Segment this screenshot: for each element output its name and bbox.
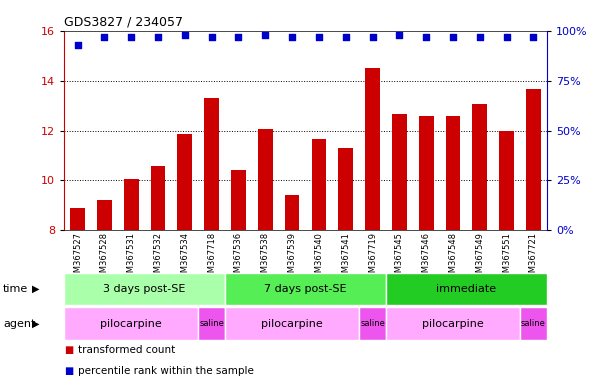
Text: ▶: ▶: [32, 284, 39, 294]
Point: [260, 31, 270, 38]
Point: [448, 34, 458, 40]
Point: [502, 34, 511, 40]
Text: 3 days post-SE: 3 days post-SE: [103, 284, 186, 294]
Point: [475, 34, 485, 40]
Bar: [392, 114, 407, 230]
Bar: [124, 179, 139, 230]
Bar: [177, 134, 192, 230]
Text: ■: ■: [64, 366, 73, 376]
Bar: [231, 170, 246, 230]
Text: saline: saline: [360, 319, 385, 328]
Text: ■: ■: [64, 345, 73, 355]
Bar: [70, 208, 85, 230]
Point: [422, 34, 431, 40]
Point: [100, 34, 109, 40]
Point: [529, 34, 538, 40]
Bar: [258, 129, 273, 230]
Bar: [419, 116, 434, 230]
Bar: [472, 104, 487, 230]
Bar: [338, 148, 353, 230]
Point: [233, 34, 243, 40]
Point: [287, 34, 297, 40]
Bar: [499, 131, 514, 230]
Bar: [386, 307, 520, 340]
Bar: [526, 89, 541, 230]
Point: [180, 31, 190, 38]
Bar: [225, 273, 386, 305]
Text: agent: agent: [3, 318, 35, 329]
Bar: [198, 307, 225, 340]
Text: pilocarpine: pilocarpine: [262, 318, 323, 329]
Bar: [520, 307, 547, 340]
Bar: [445, 116, 460, 230]
Point: [207, 34, 216, 40]
Point: [153, 34, 163, 40]
Bar: [359, 307, 386, 340]
Text: percentile rank within the sample: percentile rank within the sample: [78, 366, 254, 376]
Bar: [312, 139, 326, 230]
Text: GDS3827 / 234057: GDS3827 / 234057: [64, 15, 183, 28]
Bar: [204, 98, 219, 230]
Bar: [386, 273, 547, 305]
Text: pilocarpine: pilocarpine: [100, 318, 162, 329]
Text: immediate: immediate: [436, 284, 497, 294]
Text: ▶: ▶: [32, 318, 39, 329]
Point: [368, 34, 378, 40]
Text: pilocarpine: pilocarpine: [422, 318, 484, 329]
Point: [314, 34, 324, 40]
Text: time: time: [3, 284, 28, 294]
Bar: [97, 200, 112, 230]
Bar: [225, 307, 359, 340]
Point: [341, 34, 351, 40]
Bar: [64, 307, 198, 340]
Bar: [365, 68, 380, 230]
Text: saline: saline: [199, 319, 224, 328]
Bar: [151, 166, 166, 230]
Point: [395, 31, 404, 38]
Bar: [285, 195, 299, 230]
Text: saline: saline: [521, 319, 546, 328]
Bar: [64, 273, 225, 305]
Text: 7 days post-SE: 7 days post-SE: [264, 284, 347, 294]
Text: transformed count: transformed count: [78, 345, 175, 355]
Point: [126, 34, 136, 40]
Point: [73, 41, 82, 48]
